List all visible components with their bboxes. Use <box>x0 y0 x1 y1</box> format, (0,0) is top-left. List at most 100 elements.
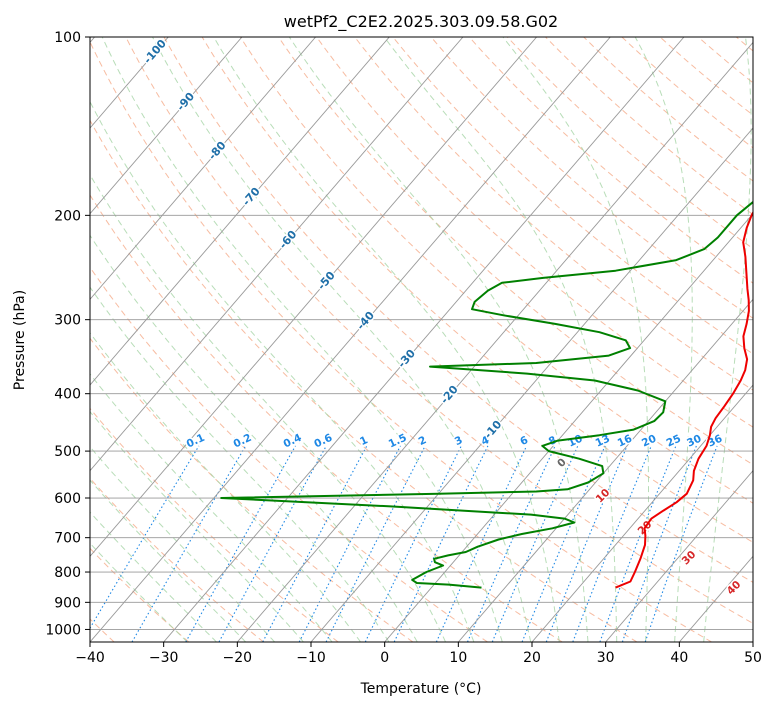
plot-frame <box>89 36 754 643</box>
dry-adiabat <box>90 337 414 642</box>
mixing-ratio-label: 0.1 <box>185 432 207 451</box>
y-tick-label: 700 <box>54 531 81 547</box>
moist-adiabat <box>90 373 333 642</box>
moist-adiabat <box>634 37 693 642</box>
y-tick-label: 500 <box>54 444 81 460</box>
x-tick-label: 0 <box>380 650 389 666</box>
mixing-ratio-line <box>325 445 426 642</box>
mixing-ratio-label: 30 <box>685 433 703 450</box>
mixing-ratio-label: 3 <box>453 434 465 448</box>
isotherm-line <box>236 41 753 642</box>
x-tick-label: −10 <box>296 650 326 666</box>
axes: −40 −30 −20 −10 0 10 20 30 40 5010020030040050060… <box>45 30 762 666</box>
y-tick-label: 600 <box>54 491 81 507</box>
dry-adiabat <box>90 407 339 642</box>
mixing-ratio-line <box>131 445 247 642</box>
moist-adiabat <box>383 37 618 642</box>
isotherm-line <box>678 555 753 642</box>
dry-adiabat <box>90 477 264 642</box>
isotherm-line <box>90 37 464 472</box>
dry-adiabat <box>90 40 712 642</box>
mixing-ratio-label: 10 <box>566 433 584 450</box>
x-tick-label: 10 <box>449 650 467 666</box>
mixing-ratio-label: 2 <box>417 434 429 448</box>
dry-adiabat <box>507 37 753 250</box>
isotherm-line <box>90 37 390 386</box>
y-tick-label: 900 <box>54 595 81 611</box>
mixing-ratio-line <box>435 445 528 642</box>
temperature-profile <box>615 210 753 589</box>
x-tick-label: 20 <box>523 650 541 666</box>
y-axis-title: Pressure (hPa) <box>12 290 28 390</box>
dry-adiabat <box>277 37 753 466</box>
moist-adiabat <box>90 234 418 642</box>
moist-adiabat <box>90 100 475 642</box>
y-tick-label: 800 <box>54 565 81 581</box>
grid <box>90 37 753 642</box>
mixing-ratio-line <box>364 445 462 642</box>
x-tick-label: −20 <box>223 650 253 666</box>
isotherm-line <box>457 298 753 642</box>
mixing-ratio-label: 0.2 <box>232 432 254 451</box>
dry-adiabat <box>354 37 753 391</box>
moist-adiabat <box>90 173 447 642</box>
y-tick-label: 100 <box>54 30 81 46</box>
adiabat-label: 40 <box>725 579 744 598</box>
moist-adiabat <box>90 479 247 642</box>
mixing-ratio-line <box>185 445 296 642</box>
isotherm-line <box>90 37 537 558</box>
dry-adiabat <box>163 37 753 583</box>
mixing-ratio-label: 1 <box>358 434 370 448</box>
mixing-ratio-label: 25 <box>665 433 683 450</box>
dry-adiabat <box>468 37 753 284</box>
mixing-ratio-label: 20 <box>640 433 658 450</box>
isotherm-line <box>531 384 753 642</box>
moist-adiabat <box>90 542 188 642</box>
mixing-ratio-line <box>521 445 606 642</box>
background-lines <box>90 37 753 642</box>
dry-adiabat <box>90 119 638 642</box>
profiles <box>220 200 753 589</box>
mixing-ratio-line <box>545 445 628 642</box>
isotherm-line <box>605 469 753 642</box>
dry-adiabat <box>583 37 753 182</box>
x-axis-title: Temperature (°C) <box>360 681 482 697</box>
mixing-ratio-line <box>262 445 368 642</box>
dry-adiabat <box>430 37 753 319</box>
isotherm-line <box>384 213 753 642</box>
moist-adiabat <box>703 37 752 642</box>
mixing-ratio-label: 1.5 <box>387 432 409 451</box>
dry-adiabat <box>735 37 753 52</box>
isotherm-line <box>310 127 753 642</box>
dewpoint-profile <box>220 200 753 589</box>
mixing-ratio-line <box>393 445 489 642</box>
isotherm-line <box>752 641 753 642</box>
dry-adiabat <box>201 37 753 543</box>
mixing-ratio-line <box>621 445 697 642</box>
dry-adiabat <box>90 266 488 642</box>
mixing-ratio-line <box>644 445 718 642</box>
chart-title: wetPf2_C2E2.2025.303.09.58.G02 <box>284 12 558 32</box>
dry-adiabat <box>125 37 753 624</box>
isotherm-line <box>90 37 611 642</box>
moist-adiabat <box>90 410 304 642</box>
adiabat-label: 30 <box>680 549 699 568</box>
line-labels: -100-90-80-70-60-50-40-30-20-100.1 0.2 0.4… <box>140 37 745 599</box>
x-tick-label: −40 <box>75 650 105 666</box>
dry-adiabat <box>239 37 753 504</box>
mixing-ratio-line <box>466 445 556 642</box>
y-tick-label: 1000 <box>45 622 81 638</box>
x-tick-label: 40 <box>670 650 688 666</box>
moist-adiabat <box>90 332 362 642</box>
adiabat-label: 0 <box>555 456 569 470</box>
mixing-ratio-line <box>90 445 200 630</box>
y-tick-label: 300 <box>54 313 81 329</box>
moist-adiabat <box>90 446 276 642</box>
moist-adiabat <box>502 37 649 642</box>
x-tick-label: 50 <box>744 650 762 666</box>
isotherm-line <box>90 37 243 215</box>
mixing-ratio-line <box>599 445 677 642</box>
x-tick-label: −30 <box>149 650 179 666</box>
isotherm-line <box>163 37 685 642</box>
